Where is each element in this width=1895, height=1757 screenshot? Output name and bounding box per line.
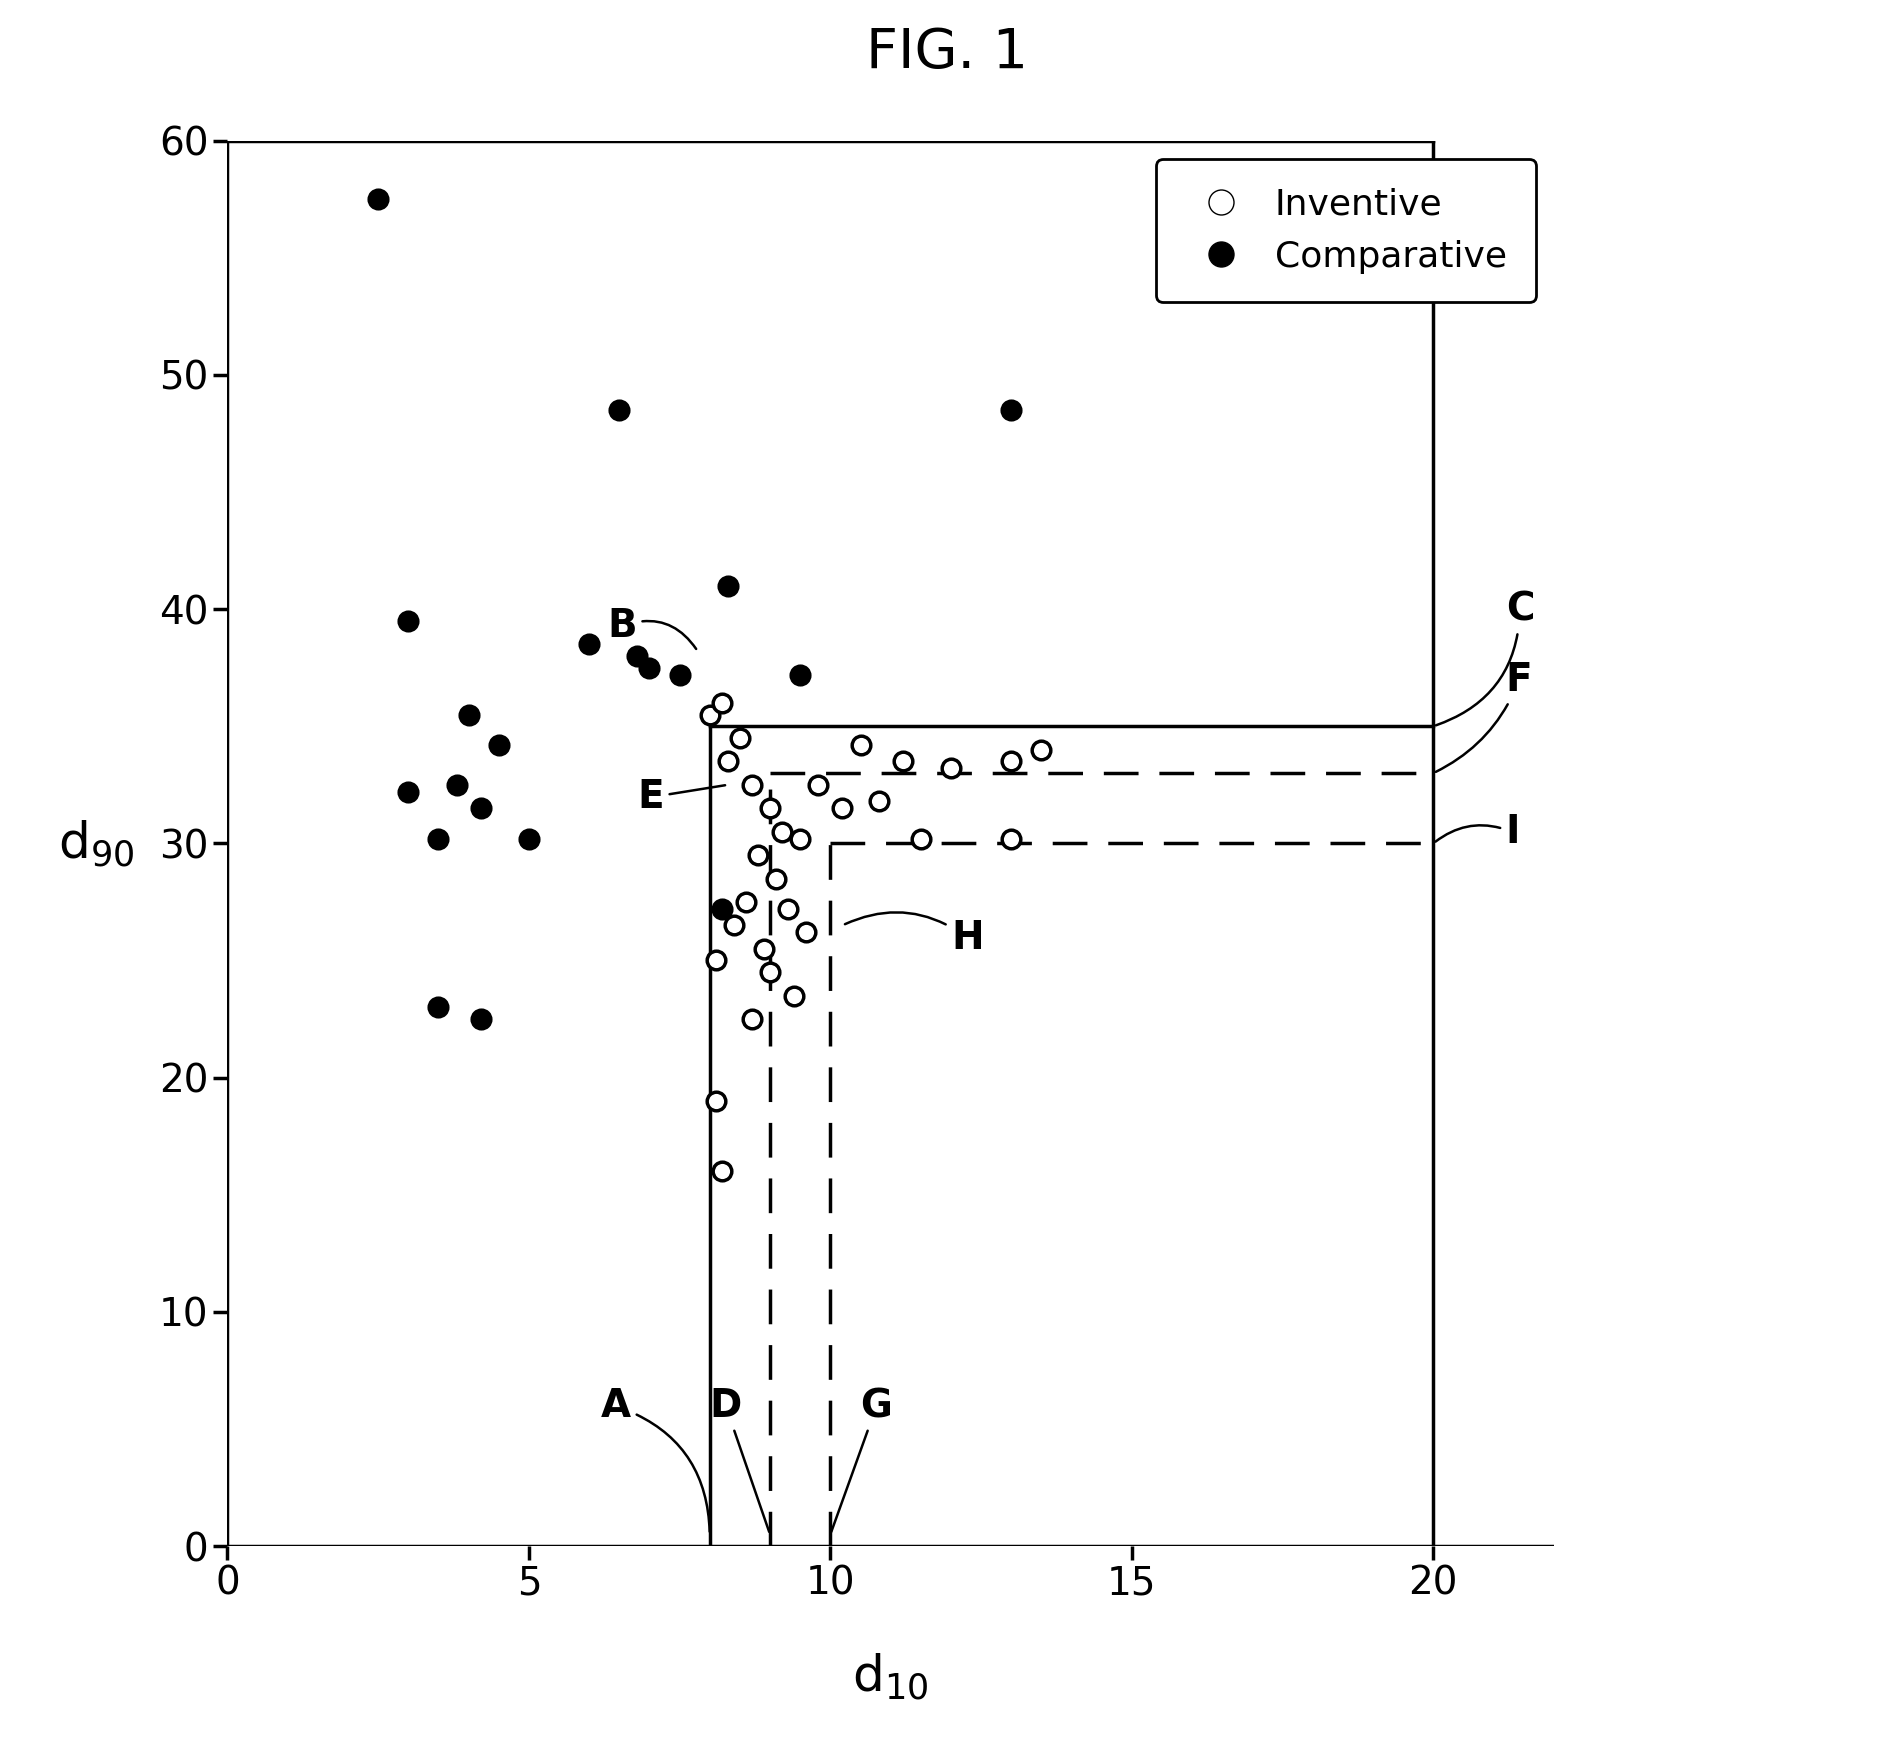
Point: [737, 771, 767, 799]
Point: [1027, 736, 1057, 764]
Point: [997, 395, 1027, 423]
Point: [779, 982, 809, 1010]
Point: [423, 824, 453, 852]
Point: [364, 184, 394, 213]
Point: [707, 689, 737, 717]
Point: [665, 661, 695, 689]
Point: [828, 794, 858, 822]
Text: G: G: [832, 1388, 893, 1532]
Point: [701, 947, 731, 975]
Text: D: D: [711, 1388, 769, 1532]
Point: [906, 824, 936, 852]
Point: [707, 1158, 737, 1186]
Point: [622, 641, 652, 669]
Point: [997, 824, 1027, 852]
Point: [845, 731, 875, 759]
Text: FIG. 1: FIG. 1: [866, 26, 1029, 81]
Point: [453, 701, 483, 729]
Point: [605, 395, 635, 423]
Text: F: F: [1436, 661, 1533, 771]
Point: [466, 1005, 496, 1033]
Point: [997, 747, 1027, 775]
Point: [749, 935, 779, 963]
Text: A: A: [601, 1388, 711, 1532]
Point: [773, 894, 803, 922]
Point: [514, 824, 544, 852]
Point: [936, 754, 966, 782]
Point: [701, 1088, 731, 1116]
Text: H: H: [845, 912, 984, 958]
Point: [762, 864, 792, 893]
Point: [392, 606, 423, 634]
Point: [731, 887, 762, 915]
Text: d$_{10}$: d$_{10}$: [853, 1652, 929, 1703]
Point: [635, 654, 665, 682]
Text: d$_{90}$: d$_{90}$: [59, 819, 135, 868]
Point: [483, 731, 514, 759]
Point: [574, 631, 605, 659]
Point: [767, 817, 798, 845]
Text: I: I: [1436, 813, 1520, 852]
Point: [423, 993, 453, 1021]
Text: C: C: [1436, 590, 1535, 726]
Point: [442, 771, 472, 799]
Point: [466, 794, 496, 822]
Point: [713, 571, 743, 599]
Point: [392, 778, 423, 806]
Point: [713, 747, 743, 775]
Point: [790, 919, 821, 947]
Text: B: B: [606, 608, 695, 648]
Point: [718, 912, 749, 940]
Point: [724, 724, 754, 752]
Text: E: E: [637, 778, 726, 817]
Point: [743, 842, 773, 870]
Point: [695, 701, 726, 729]
Point: [754, 794, 785, 822]
Point: [864, 787, 894, 815]
Point: [785, 824, 815, 852]
Point: [803, 771, 834, 799]
Point: [754, 958, 785, 986]
Point: [887, 747, 917, 775]
Point: [737, 1005, 767, 1033]
Point: [785, 661, 815, 689]
Point: [707, 894, 737, 922]
Legend: Inventive, Comparative: Inventive, Comparative: [1156, 158, 1535, 302]
